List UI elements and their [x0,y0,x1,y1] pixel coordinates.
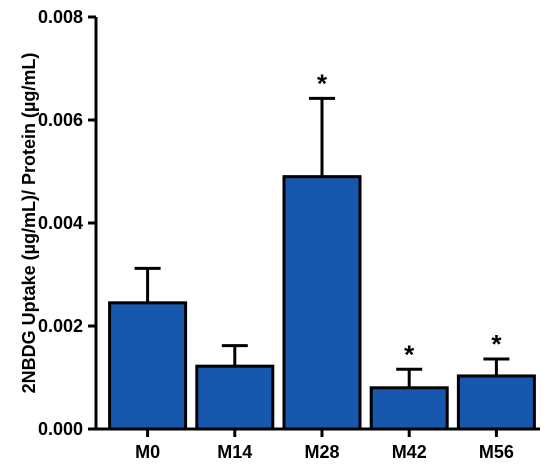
y-tick-label: 0.006 [38,110,83,130]
x-tick-label: M28 [304,442,339,462]
plot-area: 0.000 0.002 0.004 0.006 0.008 M0 M14 M28 * M42 * M5… [38,7,540,462]
bar [282,175,362,431]
significance-marker: * [404,339,415,369]
y-tick-label: 0.000 [38,419,83,439]
y-tick-label: 0.002 [38,316,83,336]
significance-marker: * [317,68,328,98]
x-tick-label: M14 [217,442,252,462]
x-tick-label: M56 [479,442,514,462]
bar [195,364,275,431]
bar [369,386,449,431]
bar [108,301,188,431]
y-axis-label: 2NBDG Uptake (µg/mL)/ Protein (µg/mL) [19,53,39,394]
significance-marker: * [491,329,502,359]
x-tick-label: M42 [392,442,427,462]
x-tick-label: M0 [135,442,160,462]
bar [456,374,536,431]
y-tick-label: 0.004 [38,213,83,233]
y-tick-label: 0.008 [38,7,83,27]
